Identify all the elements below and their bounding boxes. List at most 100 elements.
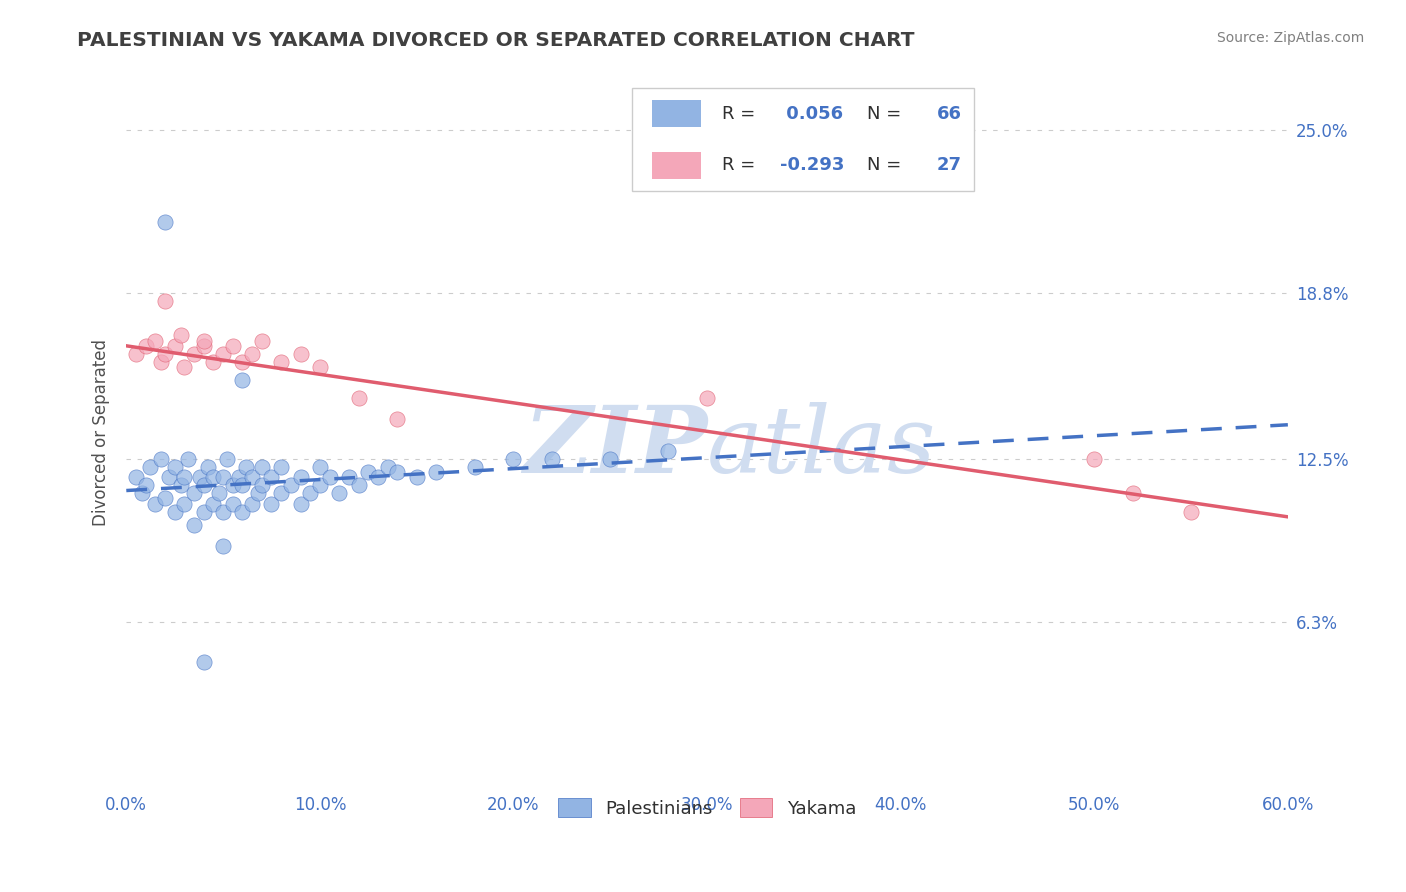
Point: [337, 470, 360, 484]
Point: [143, 334, 166, 348]
Point: [222, 478, 245, 492]
Point: [464, 459, 486, 474]
Point: [169, 328, 191, 343]
Text: ZIP: ZIP: [523, 402, 707, 491]
Text: R =: R =: [723, 156, 761, 174]
Point: [357, 465, 380, 479]
Point: [157, 470, 180, 484]
Point: [208, 486, 231, 500]
Point: [153, 294, 176, 309]
Point: [193, 478, 215, 492]
Text: N =: N =: [868, 156, 907, 174]
Point: [299, 486, 322, 500]
Point: [240, 347, 263, 361]
Point: [153, 215, 176, 229]
Point: [131, 486, 153, 500]
Text: atlas: atlas: [707, 402, 936, 491]
Point: [246, 486, 269, 500]
Point: [367, 470, 389, 484]
Point: [135, 339, 157, 353]
FancyBboxPatch shape: [652, 101, 702, 128]
Point: [173, 359, 195, 374]
Text: Source: ZipAtlas.com: Source: ZipAtlas.com: [1216, 31, 1364, 45]
Point: [270, 486, 292, 500]
Text: 66: 66: [936, 105, 962, 123]
FancyBboxPatch shape: [631, 88, 974, 191]
Point: [202, 497, 225, 511]
Point: [309, 459, 332, 474]
Point: [240, 497, 263, 511]
Point: [231, 478, 253, 492]
Point: [240, 470, 263, 484]
Point: [347, 478, 370, 492]
Point: [173, 470, 195, 484]
Point: [425, 465, 447, 479]
Point: [318, 470, 340, 484]
Point: [150, 452, 173, 467]
Point: [202, 354, 225, 368]
Point: [270, 459, 292, 474]
FancyBboxPatch shape: [652, 152, 702, 179]
Point: [250, 478, 273, 492]
Text: N =: N =: [868, 105, 907, 123]
Point: [125, 470, 148, 484]
Point: [163, 459, 186, 474]
Point: [173, 497, 195, 511]
Point: [1180, 505, 1202, 519]
Text: 0.056: 0.056: [780, 105, 844, 123]
Point: [309, 359, 332, 374]
Point: [405, 470, 427, 484]
Point: [387, 465, 409, 479]
Point: [153, 491, 176, 506]
Point: [193, 334, 215, 348]
Point: [228, 470, 250, 484]
Point: [197, 459, 219, 474]
Point: [163, 505, 186, 519]
Point: [202, 470, 225, 484]
Point: [169, 478, 191, 492]
Point: [541, 452, 564, 467]
Point: [231, 354, 253, 368]
Point: [231, 373, 253, 387]
Point: [260, 470, 283, 484]
Point: [183, 517, 205, 532]
Point: [215, 452, 238, 467]
Point: [153, 347, 176, 361]
Point: [377, 459, 399, 474]
Point: [135, 478, 157, 492]
Point: [193, 655, 215, 669]
Point: [290, 470, 312, 484]
Point: [309, 478, 332, 492]
Point: [143, 497, 166, 511]
Point: [290, 497, 312, 511]
Point: [657, 444, 679, 458]
Point: [1122, 486, 1144, 500]
Text: -0.293: -0.293: [780, 156, 845, 174]
Point: [193, 505, 215, 519]
Text: PALESTINIAN VS YAKAMA DIVORCED OR SEPARATED CORRELATION CHART: PALESTINIAN VS YAKAMA DIVORCED OR SEPARA…: [77, 31, 915, 50]
Text: 27: 27: [936, 156, 962, 174]
Point: [260, 497, 283, 511]
Point: [502, 452, 524, 467]
Point: [177, 452, 200, 467]
Point: [183, 347, 205, 361]
Point: [212, 539, 235, 553]
Point: [125, 347, 148, 361]
Legend: Palestinians, Yakama: Palestinians, Yakama: [551, 791, 863, 825]
Point: [250, 334, 273, 348]
Point: [270, 354, 292, 368]
Point: [222, 339, 245, 353]
Y-axis label: Divorced or Separated: Divorced or Separated: [93, 339, 110, 526]
Point: [599, 452, 621, 467]
Point: [188, 470, 211, 484]
Point: [290, 347, 312, 361]
Point: [235, 459, 257, 474]
Point: [347, 392, 370, 406]
Point: [696, 392, 718, 406]
Point: [387, 412, 409, 426]
Point: [222, 497, 245, 511]
Point: [280, 478, 302, 492]
Text: R =: R =: [723, 105, 761, 123]
Point: [212, 470, 235, 484]
Point: [138, 459, 160, 474]
